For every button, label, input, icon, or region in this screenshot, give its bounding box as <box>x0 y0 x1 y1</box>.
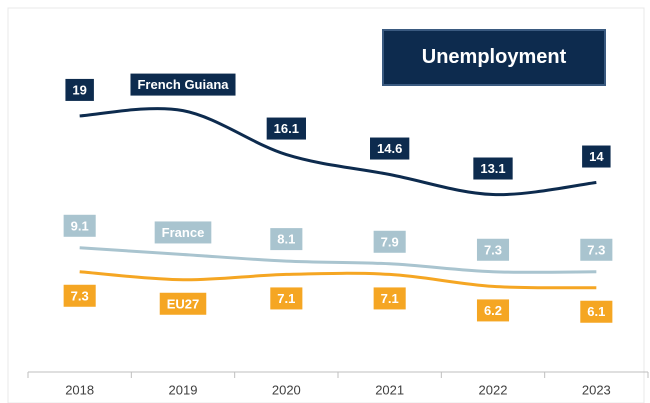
data-label: 7.3 <box>484 242 502 257</box>
data-label: 13.1 <box>480 161 505 176</box>
data-label: 6.1 <box>587 304 605 319</box>
data-label-box <box>476 299 510 322</box>
data-label: 7.3 <box>71 288 89 303</box>
legend-label: EU27 <box>167 296 200 311</box>
legend-label-box <box>154 221 212 244</box>
x-tick-label: 2019 <box>169 383 198 398</box>
data-label-box <box>270 228 303 251</box>
frame <box>7 7 645 403</box>
data-label-box <box>580 238 613 261</box>
legend-label: France <box>162 225 205 240</box>
data-label: 7.3 <box>587 242 605 257</box>
data-label: 7.9 <box>381 234 399 249</box>
line <box>79 246 597 274</box>
data-label: 19 <box>72 82 86 97</box>
data-label-box <box>473 157 513 180</box>
legend-label-box <box>159 292 207 315</box>
title-box <box>382 29 606 86</box>
legend-label: French Guiana <box>137 77 229 92</box>
x-tick-label: 2020 <box>272 383 301 398</box>
data-label-box <box>373 287 406 310</box>
data-label: 7.1 <box>381 291 399 306</box>
x-tick-label: 2023 <box>582 383 611 398</box>
chart-title: Unemployment <box>422 46 567 68</box>
data-label: 8.1 <box>277 232 295 247</box>
data-label: 14.6 <box>377 141 402 156</box>
data-label: 14 <box>589 149 604 164</box>
line <box>79 107 597 197</box>
x-tick-label: 2021 <box>375 383 404 398</box>
data-label: 7.1 <box>277 291 295 306</box>
data-label-box <box>65 78 94 101</box>
data-label-box <box>370 137 410 160</box>
data-label-box <box>63 214 96 237</box>
data-label: 9.1 <box>71 218 89 233</box>
data-label: 16.1 <box>274 121 299 136</box>
data-label-box <box>63 284 96 307</box>
legend-label-box <box>130 73 236 96</box>
x-tick-label: 2022 <box>479 383 508 398</box>
line <box>79 270 597 290</box>
data-label-box <box>270 287 303 310</box>
data-label-box <box>266 117 306 140</box>
data-label-box <box>476 238 510 261</box>
data-label: 6.2 <box>484 303 502 318</box>
data-label-box <box>582 145 611 168</box>
data-label-box <box>373 230 406 253</box>
x-tick-label: 2018 <box>65 383 94 398</box>
data-label-box <box>580 300 613 323</box>
